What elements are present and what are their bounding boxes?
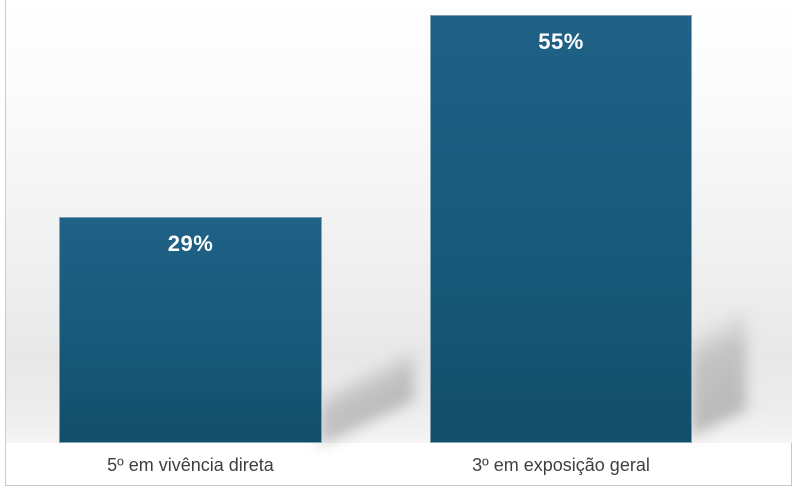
bar-vivencia-direta: 29%	[59, 217, 322, 443]
bar-shadow-right	[691, 303, 746, 437]
data-label-exposicao: 55%	[538, 29, 584, 54]
data-label-vivencia: 29%	[167, 231, 214, 256]
category-label-vivencia: 5º em vivência direta	[107, 455, 274, 475]
category-label-exposicao: 3º em exposição geral	[472, 455, 650, 475]
bar-shadow-left	[320, 346, 414, 446]
bar-exposicao-geral: 55%	[430, 15, 692, 443]
